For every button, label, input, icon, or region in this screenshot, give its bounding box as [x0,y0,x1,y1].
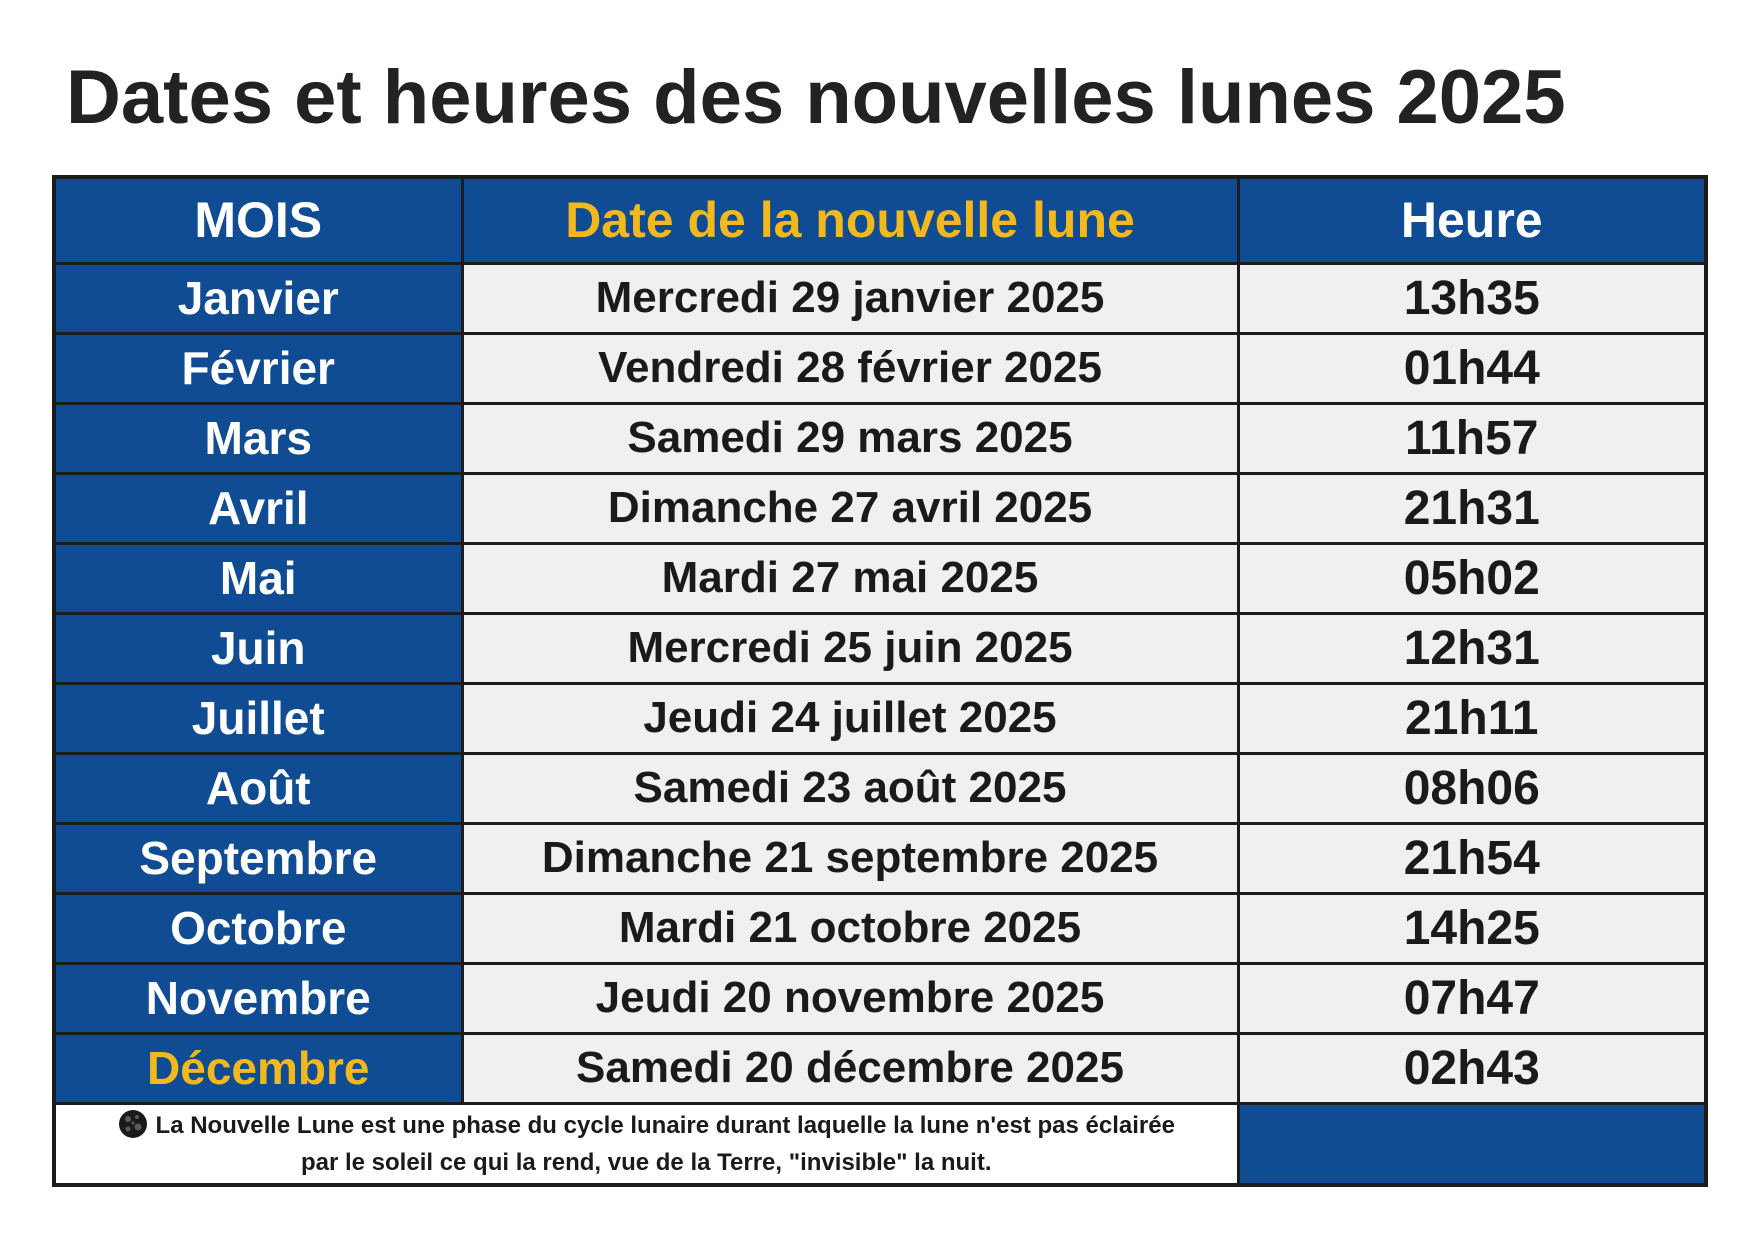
month-cell: Juin [52,611,464,685]
month-cell: Décembre [52,1031,464,1105]
month-cell: Septembre [52,821,464,895]
date-cell: Vendredi 28 février 2025 [460,331,1240,405]
time-cell: 21h31 [1236,471,1708,545]
table-row: Août Samedi 23 août 2025 08h06 [52,751,1708,825]
table-row: Novembre Jeudi 20 novembre 2025 07h47 [52,961,1708,1035]
time-cell: 14h25 [1236,891,1708,965]
table-row: Décembre Samedi 20 décembre 2025 02h43 [52,1031,1708,1105]
date-cell: Samedi 29 mars 2025 [460,401,1240,475]
column-header-time: Heure [1236,175,1708,265]
note-cell: La Nouvelle Lune est une phase du cycle … [52,1101,1240,1187]
date-cell: Mercredi 25 juin 2025 [460,611,1240,685]
table-row: Avril Dimanche 27 avril 2025 21h31 [52,471,1708,545]
new-moon-icon [118,1109,147,1138]
note-text-line1: La Nouvelle Lune est une phase du cycle … [155,1111,1175,1139]
time-cell: 02h43 [1236,1031,1708,1105]
date-cell: Jeudi 20 novembre 2025 [460,961,1240,1035]
table-row: Octobre Mardi 21 octobre 2025 14h25 [52,891,1708,965]
month-cell: Février [52,331,464,405]
date-cell: Jeudi 24 juillet 2025 [460,681,1240,755]
time-cell: 08h06 [1236,751,1708,825]
new-moon-table: MOIS Date de la nouvelle lune Heure Janv… [52,175,1708,1187]
time-cell: 21h54 [1236,821,1708,895]
month-cell: Janvier [52,261,464,335]
date-cell: Dimanche 27 avril 2025 [460,471,1240,545]
month-cell: Mars [52,401,464,475]
date-cell: Samedi 20 décembre 2025 [460,1031,1240,1105]
time-cell: 21h11 [1236,681,1708,755]
month-cell: Novembre [52,961,464,1035]
table-row: Mars Samedi 29 mars 2025 11h57 [52,401,1708,475]
table-row: Janvier Mercredi 29 janvier 2025 13h35 [52,261,1708,335]
page-title: Dates et heures des nouvelles lunes 2025 [66,55,1566,140]
table-row: Septembre Dimanche 21 septembre 2025 21h… [52,821,1708,895]
table-row: Juillet Jeudi 24 juillet 2025 21h11 [52,681,1708,755]
table-row: Mai Mardi 27 mai 2025 05h02 [52,541,1708,615]
month-cell: Octobre [52,891,464,965]
time-cell: 05h02 [1236,541,1708,615]
time-cell: 13h35 [1236,261,1708,335]
note-row: La Nouvelle Lune est une phase du cycle … [52,1101,1708,1187]
date-cell: Dimanche 21 septembre 2025 [460,821,1240,895]
column-header-month: MOIS [52,175,464,265]
note-blank-cell [1236,1101,1708,1187]
month-cell: Août [52,751,464,825]
table-row: Février Vendredi 28 février 2025 01h44 [52,331,1708,405]
table-row: Juin Mercredi 25 juin 2025 12h31 [52,611,1708,685]
month-cell: Juillet [52,681,464,755]
note-text-line2: par le soleil ce qui la rend, vue de la … [300,1148,992,1176]
month-cell: Avril [52,471,464,545]
time-cell: 11h57 [1236,401,1708,475]
time-cell: 12h31 [1236,611,1708,685]
date-cell: Mercredi 29 janvier 2025 [460,261,1240,335]
date-cell: Samedi 23 août 2025 [460,751,1240,825]
date-cell: Mardi 21 octobre 2025 [460,891,1240,965]
table-header-row: MOIS Date de la nouvelle lune Heure [52,175,1708,265]
time-cell: 07h47 [1236,961,1708,1035]
column-header-date: Date de la nouvelle lune [460,175,1240,265]
time-cell: 01h44 [1236,331,1708,405]
date-cell: Mardi 27 mai 2025 [460,541,1240,615]
month-cell: Mai [52,541,464,615]
